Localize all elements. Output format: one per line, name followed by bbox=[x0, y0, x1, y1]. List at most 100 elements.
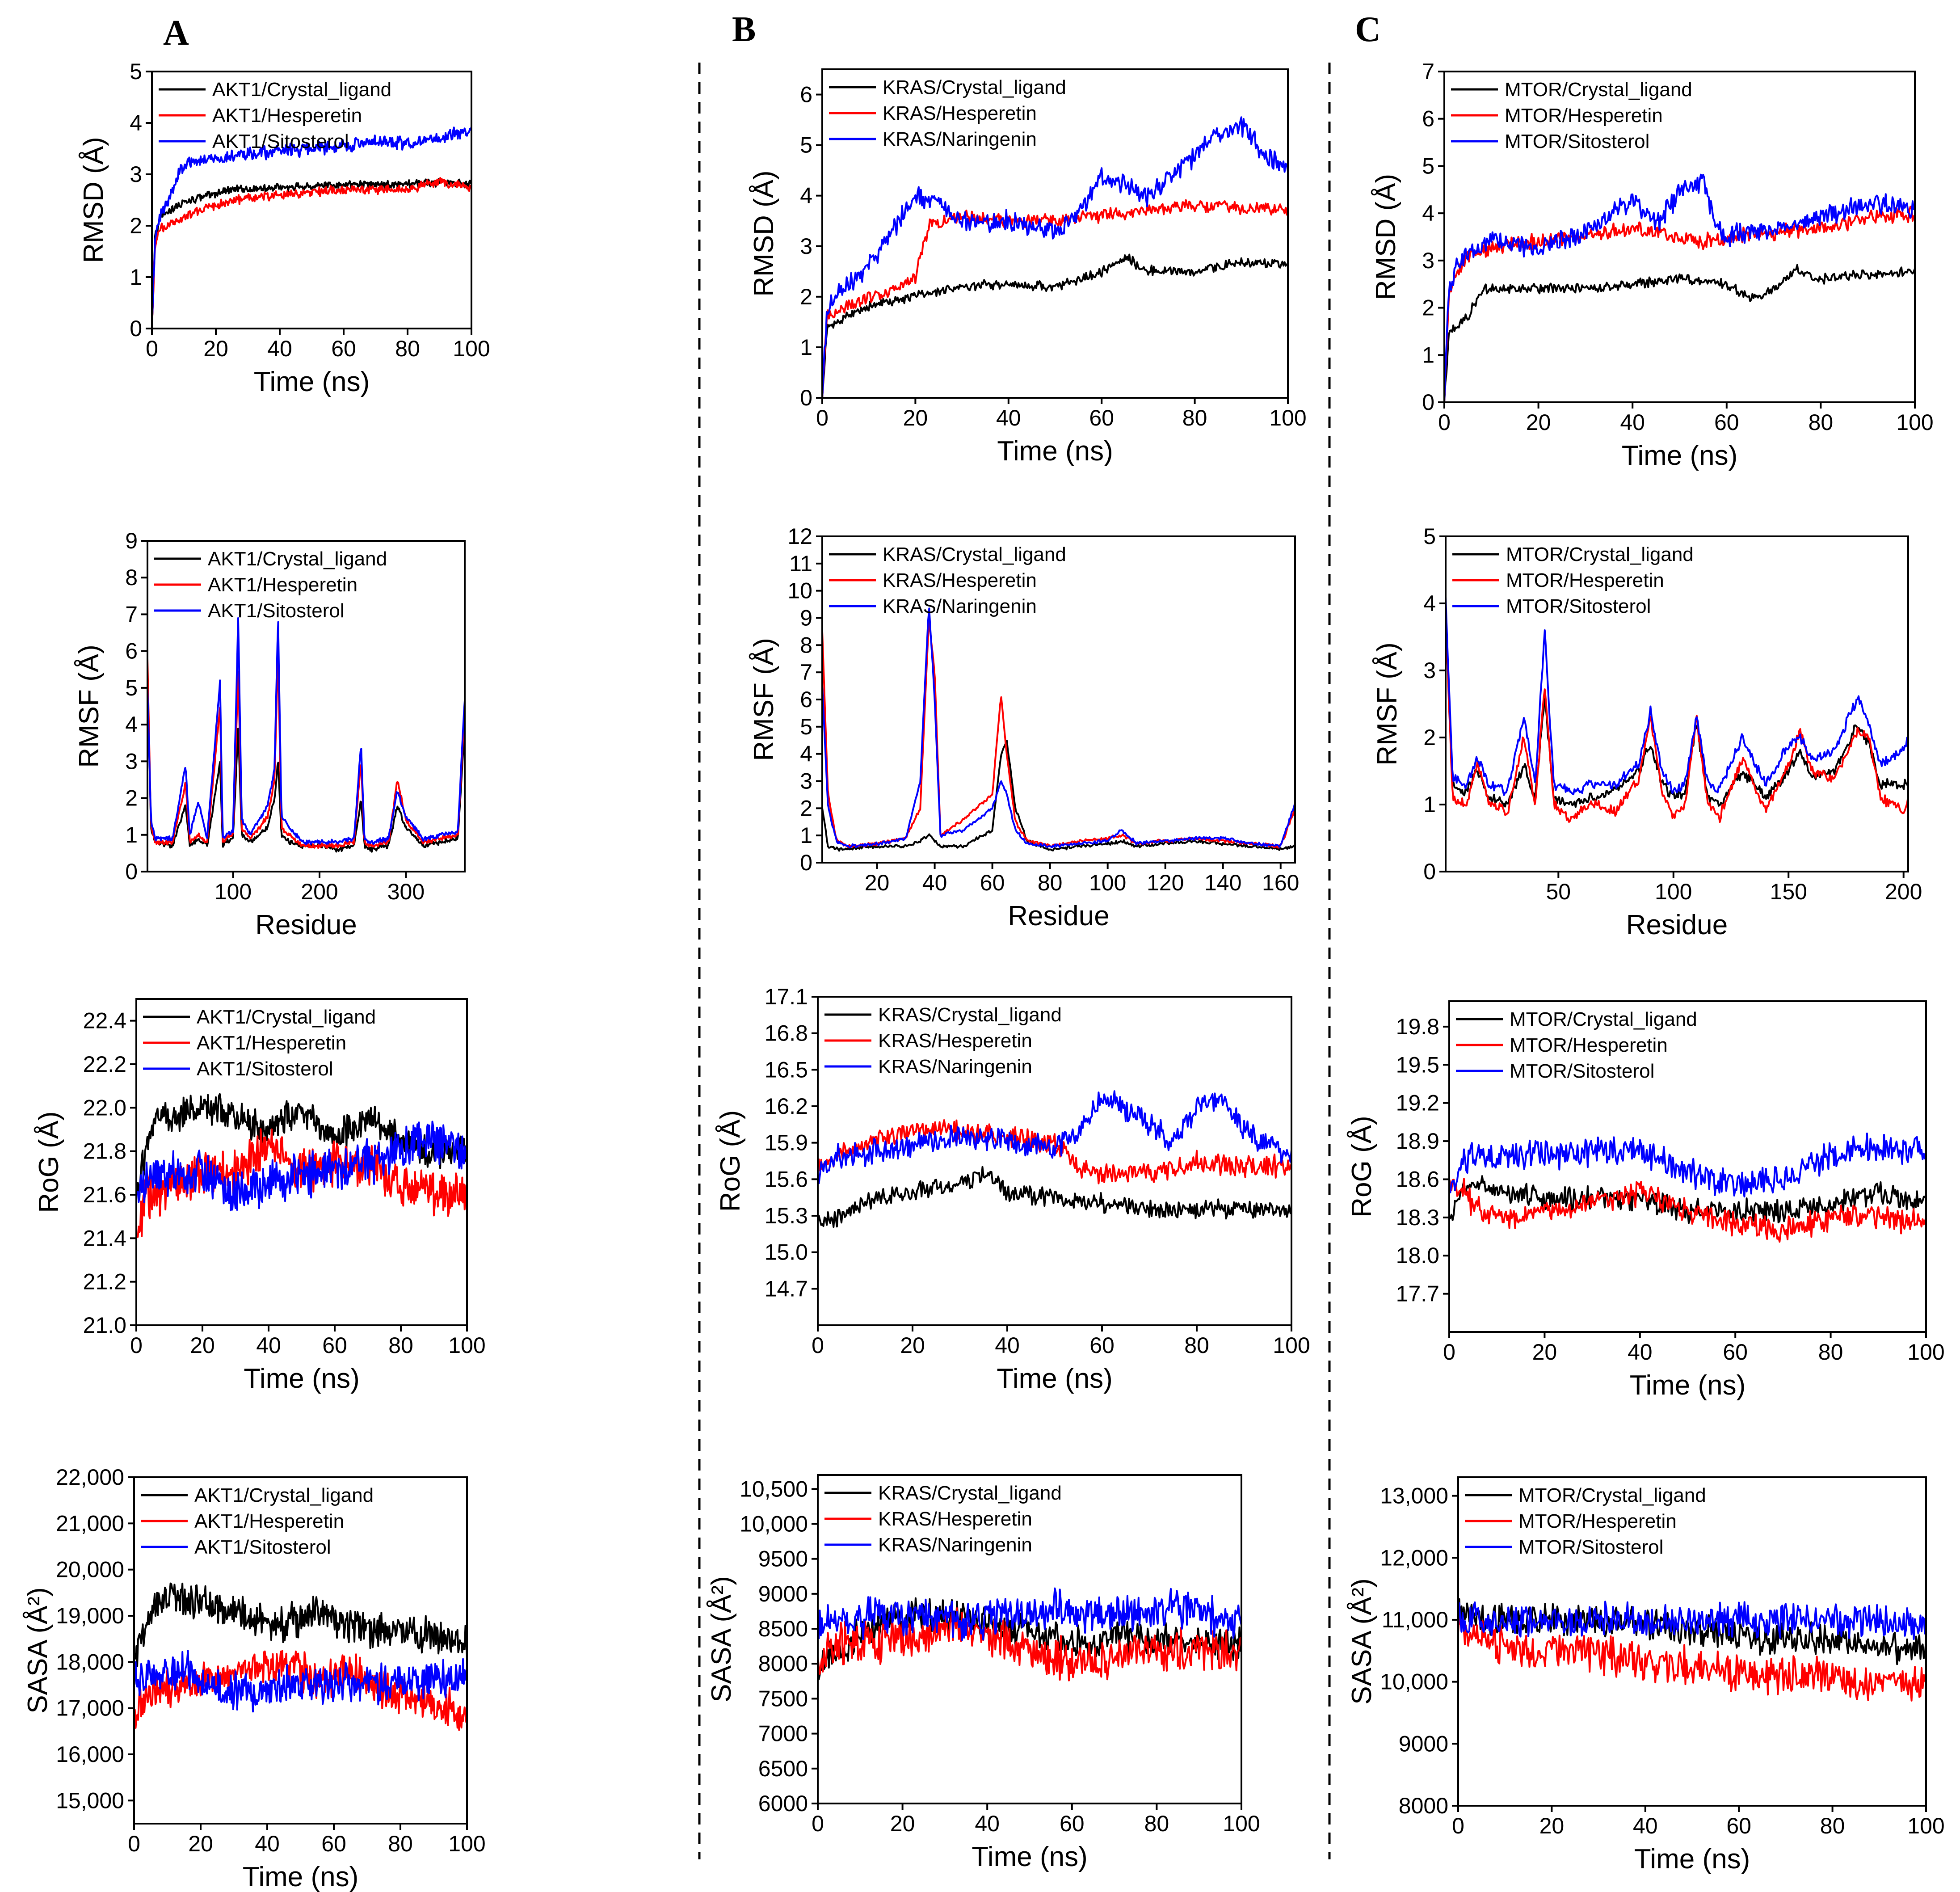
x-tick-label: 80 bbox=[1144, 1811, 1169, 1836]
x-tick-label: 100 bbox=[1655, 879, 1692, 904]
y-tick-label: 18.0 bbox=[1396, 1243, 1439, 1268]
y-tick-label: 3 bbox=[1423, 658, 1436, 683]
y-tick-label: 14.7 bbox=[765, 1276, 808, 1301]
legend-entry: AKT1/Crystal_ligand bbox=[194, 1484, 374, 1506]
series-line-2 bbox=[152, 177, 471, 329]
plot-frame bbox=[1448, 1000, 1927, 1333]
legend-entry: AKT1/Sitosterol bbox=[208, 600, 345, 622]
series-group bbox=[822, 607, 1295, 852]
y-tick-label: 7 bbox=[1422, 59, 1434, 84]
legend-entry: MTOR/Hesperetin bbox=[1505, 105, 1663, 126]
plot-frame bbox=[1443, 71, 1916, 403]
y-tick-label: 10 bbox=[787, 578, 812, 603]
y-tick-label: 9500 bbox=[758, 1546, 808, 1572]
legend-entry: KRAS/Naringenin bbox=[883, 595, 1037, 617]
y-tick-label: 5 bbox=[125, 675, 138, 700]
series-line-3 bbox=[136, 1121, 467, 1212]
y-tick-label: 2 bbox=[125, 786, 138, 811]
x-tick-label: 20 bbox=[188, 1831, 213, 1856]
y-tick-label: 8000 bbox=[1399, 1793, 1448, 1818]
y-tick-label: 7500 bbox=[758, 1686, 808, 1711]
x-tick-label: 40 bbox=[995, 1333, 1020, 1358]
legend-entry: KRAS/Crystal_ligand bbox=[883, 76, 1066, 98]
y-tick-label: 11 bbox=[789, 551, 812, 576]
y-tick-label: 1 bbox=[800, 335, 812, 360]
x-tick-label: 20 bbox=[1539, 1813, 1565, 1838]
panel-letter-c: C bbox=[1355, 10, 1381, 49]
x-axis-label: Residue bbox=[1626, 910, 1728, 940]
y-tick-label: 17.7 bbox=[1396, 1281, 1439, 1306]
x-tick-label: 60 bbox=[1714, 410, 1739, 435]
series-group bbox=[1449, 1132, 1926, 1243]
chart-A-rog: 0 20 40 60 80 100 21.0 21.2 21.4 21.6 21.8 22.0 22.2… bbox=[34, 998, 486, 1394]
x-tick-label: 80 bbox=[388, 1831, 413, 1856]
y-tick-label: 8500 bbox=[758, 1616, 808, 1641]
series-line-3 bbox=[147, 617, 465, 845]
series-line-2 bbox=[818, 1607, 1241, 1681]
x-tick-label: 40 bbox=[996, 405, 1021, 430]
x-axis-label: Time (ns) bbox=[1630, 1370, 1745, 1401]
series-line-3 bbox=[152, 126, 471, 329]
x-tick-label: 140 bbox=[1204, 870, 1241, 895]
legend-entry: MTOR/Hesperetin bbox=[1518, 1510, 1677, 1532]
y-tick-label: 11,000 bbox=[1382, 1607, 1448, 1632]
y-tick-label: 21,000 bbox=[56, 1511, 124, 1536]
y-tick-label: 19.5 bbox=[1396, 1052, 1439, 1077]
x-tick-label: 20 bbox=[1526, 410, 1551, 435]
legend-entry: KRAS/Crystal_ligand bbox=[883, 544, 1066, 565]
y-axis-label: RMSD (Å) bbox=[1371, 174, 1401, 300]
x-tick-label: 20 bbox=[865, 870, 890, 895]
y-tick-label: 21.0 bbox=[83, 1313, 126, 1338]
chart-A-rmsf: 100 200 300 0 1 2 3 4 5 6 7 8 9 Residue RMSF (Å) AKT1/C… bbox=[74, 528, 466, 940]
x-tick-label: 0 bbox=[130, 1333, 143, 1358]
x-tick-label: 60 bbox=[980, 870, 1005, 895]
legend-entry: AKT1/Sitosterol bbox=[194, 1536, 331, 1558]
x-tick-label: 40 bbox=[922, 870, 947, 895]
x-tick-label: 0 bbox=[812, 1811, 824, 1836]
x-tick-label: 40 bbox=[256, 1333, 281, 1358]
chart-C-rmsf: 50 100 150 200 0 1 2 3 4 5 Residue RMSF (Å) MTOR/Cry… bbox=[1372, 524, 1922, 940]
x-tick-label: 80 bbox=[1818, 1340, 1843, 1365]
series-line-2 bbox=[1449, 1178, 1926, 1243]
plot-frame bbox=[1445, 535, 1909, 872]
y-tick-label: 16.2 bbox=[765, 1094, 808, 1119]
x-tick-label: 50 bbox=[1546, 879, 1571, 904]
y-tick-label: 7000 bbox=[758, 1721, 808, 1746]
y-tick-label: 8000 bbox=[758, 1651, 808, 1676]
x-tick-label: 100 bbox=[1269, 405, 1306, 430]
y-tick-label: 0 bbox=[1422, 390, 1434, 415]
series-group bbox=[134, 1582, 467, 1731]
x-tick-label: 100 bbox=[453, 336, 490, 361]
y-tick-label: 2 bbox=[1422, 295, 1434, 320]
series-line-3 bbox=[1446, 596, 1908, 796]
chart-C-rmsd: 0 20 40 60 80 100 0 1 2 3 4 5 6 7 Time (ns) RMSD (Å) MTO… bbox=[1371, 59, 1934, 471]
x-tick-label: 40 bbox=[1628, 1340, 1653, 1365]
legend-entry: AKT1/Crystal_ligand bbox=[197, 1006, 376, 1028]
x-axis-label: Residue bbox=[1008, 901, 1109, 931]
y-tick-label: 0 bbox=[125, 859, 138, 884]
y-tick-label: 8 bbox=[800, 632, 812, 657]
legend-entry: KRAS/Crystal_ligand bbox=[878, 1004, 1062, 1026]
series-line-3 bbox=[822, 116, 1288, 398]
series-group bbox=[818, 1090, 1291, 1228]
series-line-3 bbox=[134, 1650, 467, 1713]
y-axis-label: SASA (Å²) bbox=[22, 1587, 53, 1714]
x-axis-label: Time (ns) bbox=[244, 1363, 359, 1394]
series-group bbox=[822, 116, 1288, 398]
y-tick-label: 9 bbox=[125, 528, 138, 553]
legend-entry: MTOR/Crystal_ligand bbox=[1518, 1484, 1706, 1506]
series-line-1 bbox=[822, 740, 1295, 852]
x-tick-label: 100 bbox=[1896, 410, 1933, 435]
y-tick-label: 5 bbox=[1422, 153, 1434, 178]
y-tick-label: 0 bbox=[800, 385, 812, 410]
y-axis-label: RMSF (Å) bbox=[74, 645, 105, 768]
y-tick-label: 9 bbox=[800, 606, 812, 631]
x-tick-label: 60 bbox=[1723, 1340, 1748, 1365]
x-tick-label: 200 bbox=[301, 879, 338, 904]
y-tick-label: 9000 bbox=[758, 1581, 808, 1606]
y-tick-label: 5 bbox=[130, 59, 142, 84]
x-tick-label: 100 bbox=[1223, 1811, 1260, 1836]
chart-A-sasa: 0 20 40 60 80 100 15,000 16,000 17,000 18,000 19,0… bbox=[22, 1465, 486, 1892]
